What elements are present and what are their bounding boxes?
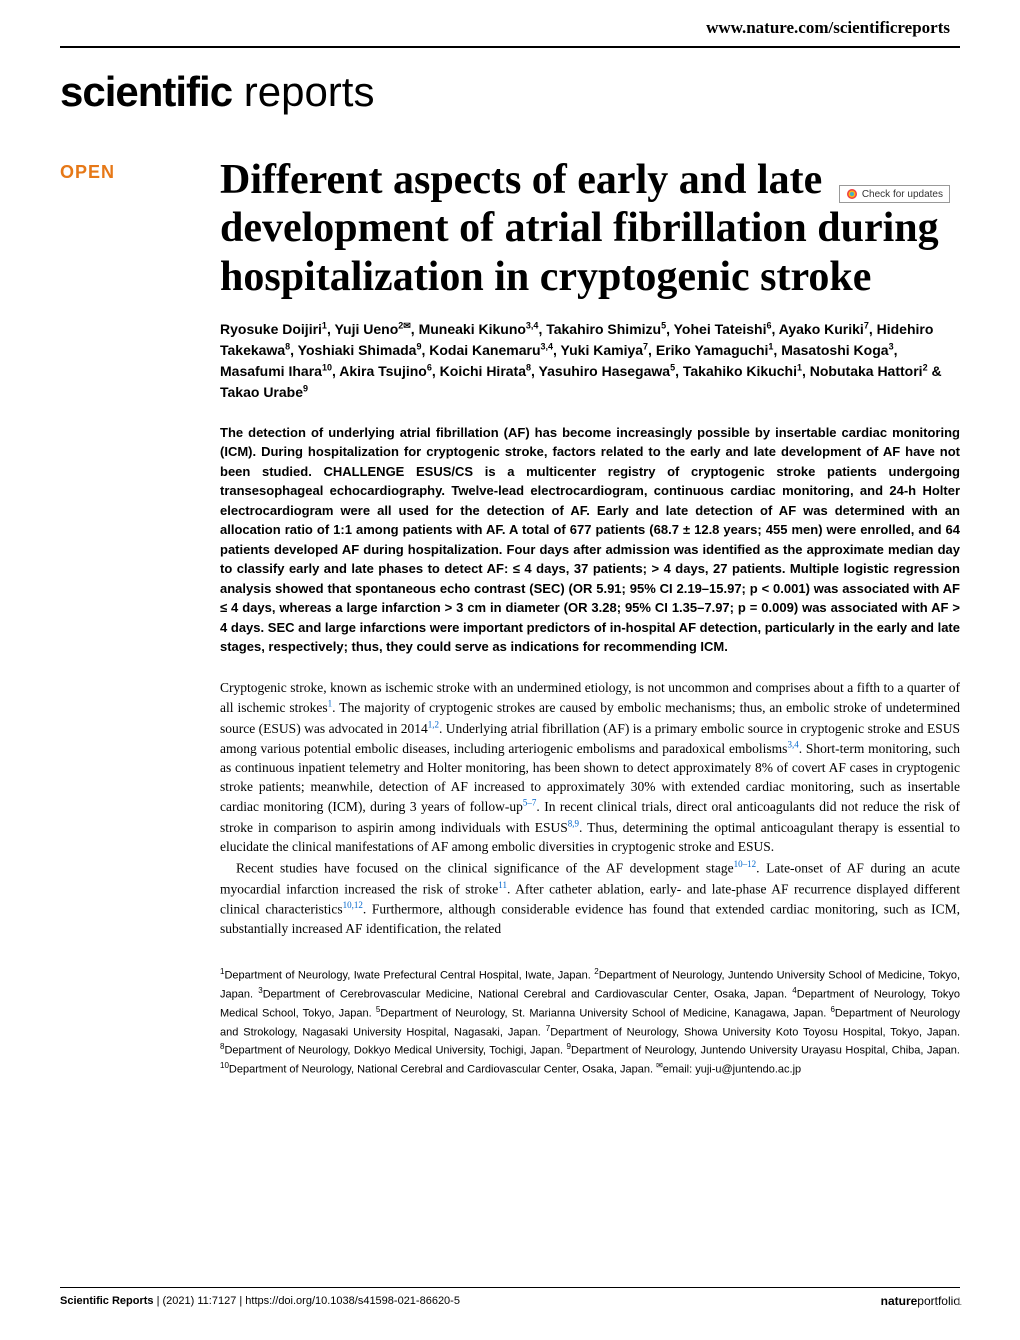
journal-url-header: www.nature.com/scientificreports <box>0 0 1020 46</box>
logo-light: reports <box>232 68 374 115</box>
body-text: Cryptogenic stroke, known as ischemic st… <box>220 679 960 939</box>
article-title: Different aspects of early and late deve… <box>220 156 960 301</box>
footer-cite: | (2021) 11:7127 | <box>157 1295 243 1307</box>
article-content: OPEN Different aspects of early and late… <box>60 156 960 1079</box>
publisher-light: portfolio <box>917 1294 960 1308</box>
affiliations: 1Department of Neurology, Iwate Prefectu… <box>220 966 960 1078</box>
logo-bold: scientific <box>60 68 232 115</box>
publisher-bold: nature <box>881 1294 918 1308</box>
abstract: The detection of underlying atrial fibri… <box>220 423 960 657</box>
body-paragraph-2: Recent studies have focused on the clini… <box>220 858 960 938</box>
page-number: 1 <box>956 1296 962 1308</box>
open-access-badge: OPEN <box>60 162 115 183</box>
publisher-logo: natureportfolio <box>881 1294 960 1308</box>
page-footer: Scientific Reports | (2021) 11:7127 | ht… <box>60 1287 960 1308</box>
footer-citation: Scientific Reports | (2021) 11:7127 | ht… <box>60 1295 460 1307</box>
body-paragraph-1: Cryptogenic stroke, known as ischemic st… <box>220 680 960 854</box>
journal-logo: scientific reports <box>0 48 1020 116</box>
author-list: Ryosuke Doijiri1, Yuji Ueno2✉, Muneaki K… <box>220 319 960 403</box>
footer-doi: https://doi.org/10.1038/s41598-021-86620… <box>245 1295 460 1307</box>
footer-journal: Scientific Reports <box>60 1295 154 1307</box>
